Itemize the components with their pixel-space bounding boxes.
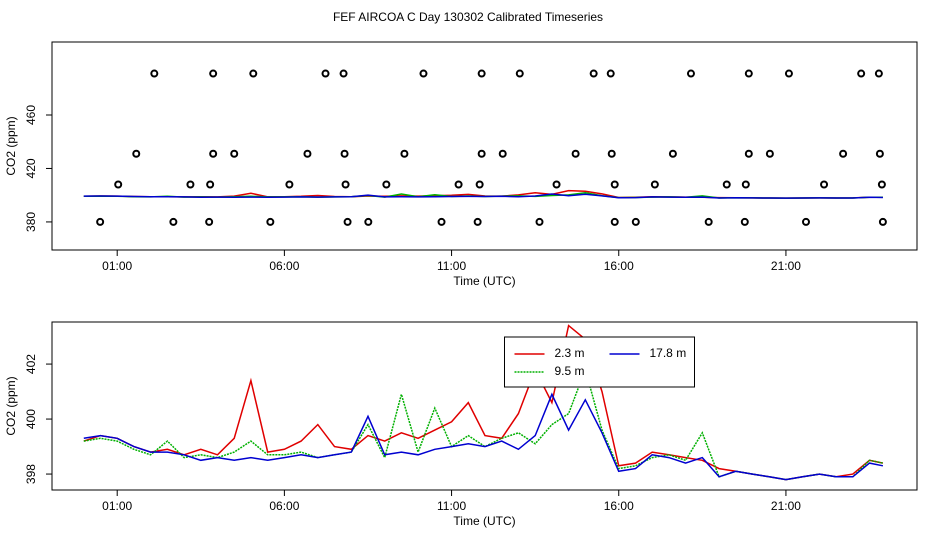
legend-label: 2.3 m [555,346,585,360]
plot-frame [51,41,918,251]
figure-title: FEF AIRCOA C Day 130302 Calibrated Times… [333,10,603,24]
calibration-point [686,69,695,78]
calibration-point [607,149,616,158]
calibration-point [321,69,330,78]
calibration-point [477,149,486,158]
calibration-point [303,149,312,158]
calibration-point [765,149,774,158]
calibration-point [650,180,659,189]
calibration-point [249,69,258,78]
x-tick-label: 06:00 [269,499,299,513]
calibration-point [437,217,446,226]
x-tick-label: 06:00 [269,259,299,273]
y-axis-label: CO2 (ppm) [4,376,18,435]
calibration-point [285,180,294,189]
calibration-point [114,180,123,189]
legend-box [504,336,695,388]
y-tick-label: 460 [24,105,38,125]
calibration-point [477,69,486,78]
calibration-point [340,149,349,158]
series-line [83,392,884,481]
calibration-point [341,180,350,189]
calibration-point [475,180,484,189]
calibration-point [877,180,886,189]
calibration-point [631,217,640,226]
calibration-point [343,217,352,226]
calibration-point [339,69,348,78]
y-tick-label: 420 [24,158,38,178]
y-tick-label: 402 [24,354,38,374]
y-tick-label: 400 [24,409,38,429]
calibration-point [722,180,731,189]
calibration-point [744,149,753,158]
series-line [83,324,884,481]
plot-frame [51,321,918,491]
calibration-point [668,149,677,158]
calibration-point [96,217,105,226]
calibration-point [498,149,507,158]
calibration-point [515,69,524,78]
x-tick-label: 21:00 [771,499,801,513]
calibration-point [169,217,178,226]
calibration-point [857,69,866,78]
calibration-point [839,149,848,158]
calibration-point [704,217,713,226]
x-tick-label: 11:00 [437,499,466,513]
calibration-point [400,149,409,158]
calibration-point [801,217,810,226]
calibration-point [552,180,561,189]
calibration-point [535,217,544,226]
calibration-point [874,69,883,78]
y-axis-label: CO2 (ppm) [4,116,18,175]
series-line [83,193,883,199]
calibration-point [382,180,391,189]
calibration-point [266,217,275,226]
calibration-point [589,69,598,78]
calibration-point [209,69,218,78]
calibration-point [209,149,218,158]
calibration-point [206,180,215,189]
calibration-point [205,217,214,226]
calibration-point [784,69,793,78]
calibration-point [740,217,749,226]
calibration-point [186,180,195,189]
y-tick-label: 380 [24,212,38,232]
x-axis-label: Time (UTC) [453,274,515,288]
x-tick-label: 16:00 [604,499,634,513]
x-tick-label: 01:00 [102,499,132,513]
calibration-point [150,69,159,78]
calibration-point [606,69,615,78]
calibration-point [132,149,141,158]
calibration-point [610,180,619,189]
calibration-point [571,149,580,158]
calibration-point [230,149,239,158]
calibration-point [878,217,887,226]
x-tick-label: 01:00 [102,259,132,273]
x-tick-label: 16:00 [604,259,634,273]
calibration-point [364,217,373,226]
legend-label: 9.5 m [555,364,585,378]
calibration-point [820,180,829,189]
series-line [83,367,884,481]
legend-label: 17.8 m [650,346,687,360]
calibration-point [744,69,753,78]
calibration-point [610,217,619,226]
calibration-point [875,149,884,158]
x-tick-label: 21:00 [771,259,801,273]
x-axis-label: Time (UTC) [453,514,515,528]
x-tick-label: 11:00 [437,259,466,273]
calibration-point [419,69,428,78]
calibration-point [741,180,750,189]
y-tick-label: 398 [24,464,38,484]
calibration-point [454,180,463,189]
calibration-point [473,217,482,226]
